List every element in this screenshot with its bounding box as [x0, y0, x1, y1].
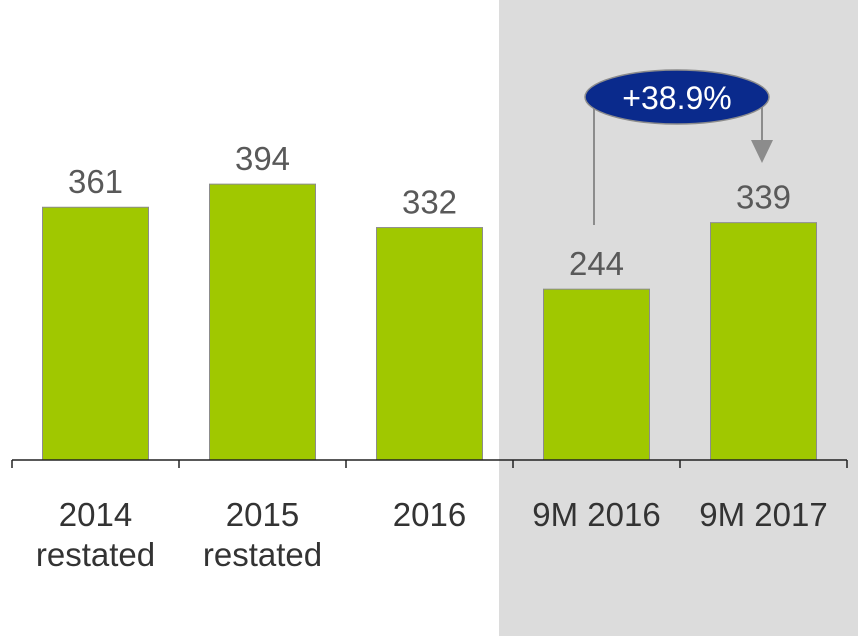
x-tick-label: 2016	[392, 496, 467, 533]
value-label: 394	[235, 140, 290, 177]
value-label: 244	[569, 245, 624, 282]
value-label: 361	[68, 163, 123, 200]
bar	[42, 206, 149, 461]
x-tick-label: 2015 restated	[202, 496, 323, 573]
bar	[710, 222, 817, 461]
x-tick-label: 9M 2017	[699, 496, 828, 533]
x-tick-label: 2014 restated	[35, 496, 156, 573]
bars	[42, 183, 817, 461]
arrow-head	[751, 140, 773, 163]
bar	[543, 288, 650, 461]
annotation: +38.9%	[622, 80, 731, 116]
value-label: 339	[736, 179, 791, 216]
annotation-bubble	[584, 69, 770, 125]
bar	[376, 227, 483, 461]
x-tick-label: 9M 2016	[532, 496, 661, 533]
value-label: 332	[402, 184, 457, 221]
bar	[209, 183, 316, 461]
